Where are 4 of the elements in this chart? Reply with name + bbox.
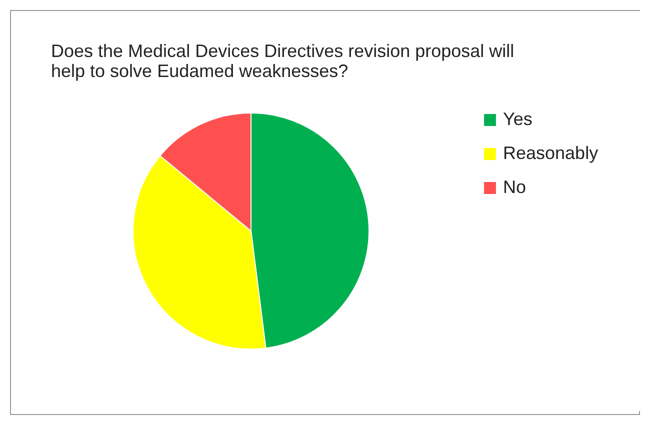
legend-label: Reasonably: [503, 143, 598, 163]
legend-label: No: [503, 177, 526, 197]
legend-label: Yes: [503, 109, 532, 129]
chart-title: Does the Medical Devices Directives revision proposal will help to solve Eudamed weaknesses?: [51, 41, 514, 81]
